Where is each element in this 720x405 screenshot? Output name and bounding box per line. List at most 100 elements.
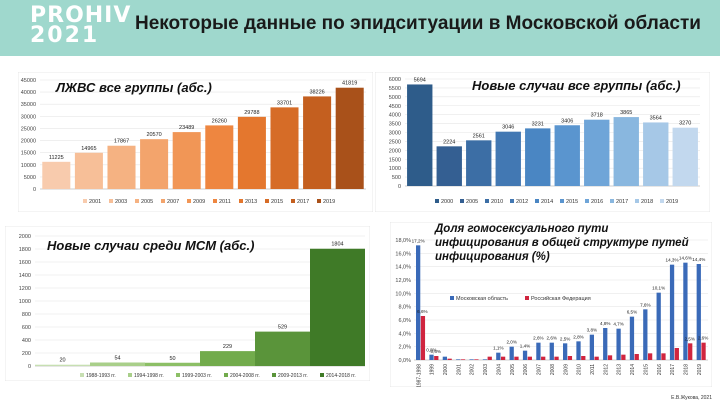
bar-mo-2006 — [522, 350, 528, 360]
legend-label: 1999-2003 гг. — [182, 373, 212, 379]
y-tick-label: 14,0% — [395, 265, 411, 271]
legend-label: 2007 — [167, 199, 179, 205]
y-tick-label: 10,0% — [395, 291, 411, 297]
data-label: 6,5% — [627, 310, 637, 315]
x-tick-label: 1999 — [430, 364, 436, 375]
bar-mo-2013 — [616, 328, 621, 360]
page-title: Некоторые данные по эпидситуации в Моско… — [135, 13, 701, 34]
bar-rf-2000 — [447, 358, 452, 360]
legend-label: 2009 — [193, 199, 205, 205]
data-label: 11225 — [49, 155, 64, 161]
y-tick-label: 600 — [22, 325, 31, 331]
y-tick-label: 0 — [398, 184, 401, 190]
legend-swatch — [239, 199, 243, 203]
bar-2014 — [525, 128, 551, 186]
data-label: 14965 — [81, 146, 96, 152]
data-label: 529 — [278, 325, 287, 331]
data-label: 0,8% — [426, 348, 436, 353]
x-tick-label: 2000 — [443, 364, 449, 375]
y-tick-label: 30000 — [21, 114, 36, 120]
y-tick-label: 3000 — [389, 131, 401, 137]
legend-swatch — [128, 373, 132, 377]
chart-new-cases: 0 500 1000 1500 2000 2500 3000 3500 4000 4500 5000… — [375, 72, 710, 212]
legend-swatch — [135, 199, 139, 203]
legend-swatch — [510, 199, 514, 203]
bar-rf-2011 — [594, 356, 599, 360]
bar-2016 — [584, 119, 610, 186]
bar-mo-2005 — [509, 346, 514, 360]
bar-rf-1999 — [434, 356, 439, 360]
y-tick-label: 45000 — [21, 78, 36, 84]
bar-2018 — [643, 122, 669, 186]
data-label: 14,6% — [679, 256, 692, 261]
bar-mo-2003 — [482, 359, 488, 360]
legend-swatch — [660, 199, 664, 203]
x-tick-label: 2009 — [563, 364, 569, 375]
data-label: 2,5% — [684, 336, 694, 341]
x-tick-label: 2013 — [617, 364, 623, 375]
data-label: 4,7% — [613, 322, 623, 327]
data-label: 17,2% — [412, 238, 425, 243]
bar-mo-2007 — [536, 342, 541, 360]
bar-rf-2015 — [647, 353, 653, 360]
y-tick-label: 6,0% — [398, 318, 411, 324]
bar-mo-1987-1998 — [416, 245, 421, 360]
bar-mo-2010 — [576, 341, 581, 360]
x-tick-label: 2008 — [550, 364, 556, 375]
legend-label: 2019 — [323, 199, 335, 205]
x-tick-label: 2016 — [657, 364, 663, 375]
legend-label: Московская область — [456, 296, 508, 302]
data-label: 38226 — [309, 89, 324, 95]
bar-1988-1993 гг. — [35, 364, 90, 366]
bar-rf-2004 — [500, 356, 506, 360]
chart-msm-share: 0,0% 2,0% 4,0% 6,0% 8,0% 10,0% 12,0% 14,0% 16,0%… — [390, 222, 712, 387]
data-label: 3406 — [561, 118, 573, 124]
bar-1994-1998 гг. — [90, 362, 145, 366]
data-label: 2224 — [443, 139, 455, 145]
data-label: 41819 — [342, 81, 357, 87]
data-label: 54 — [114, 355, 120, 361]
data-label: 0,6% — [431, 349, 441, 354]
bar-mo-2001 — [456, 359, 461, 360]
bar-rf-2006 — [527, 356, 532, 360]
bar-rf-2001 — [460, 359, 466, 360]
bar-rf-1987-1998 — [420, 316, 426, 360]
bar-mo-2004 — [496, 352, 501, 360]
y-tick-label: 8,0% — [398, 305, 411, 311]
bar-mo-2017 — [669, 264, 675, 360]
y-tick-label: 2000 — [19, 234, 31, 240]
data-label: 2,6% — [547, 336, 557, 341]
bar-mo-2012 — [603, 328, 608, 360]
y-tick-label: 4,0% — [398, 331, 411, 337]
y-tick-label: 12,0% — [395, 278, 411, 284]
y-tick-label: 0 — [28, 364, 31, 370]
y-tick-label: 18,0% — [395, 238, 411, 244]
data-label: 50 — [169, 356, 175, 362]
legend-label: 2016 — [591, 199, 603, 205]
legend-swatch — [161, 199, 165, 203]
x-tick-label: 2007 — [537, 364, 543, 375]
x-tick-label: 2011 — [590, 364, 596, 375]
logo-text-bottom: 2021 — [30, 23, 100, 48]
legend-swatch — [535, 199, 539, 203]
legend-swatch — [109, 199, 113, 203]
bar-2013 — [237, 116, 266, 189]
y-tick-label: 25000 — [21, 126, 36, 132]
legend-swatch — [176, 373, 180, 377]
legend-swatch — [435, 199, 439, 203]
bar-rf-2014 — [634, 354, 639, 360]
y-tick-label: 4000 — [389, 113, 401, 119]
data-label: 5694 — [414, 77, 426, 83]
y-tick-label: 5500 — [389, 86, 401, 92]
x-tick-label: 2015 — [643, 364, 649, 375]
y-tick-label: 5000 — [24, 175, 36, 181]
bar-2014-2018 гг. — [310, 248, 365, 366]
legend-swatch — [213, 199, 217, 203]
data-label: 1,1% — [493, 346, 503, 351]
y-tick-label: 1800 — [19, 247, 31, 253]
data-label: 3,8% — [587, 328, 597, 333]
legend-label: 2011 — [219, 199, 231, 205]
y-tick-label: 16,0% — [395, 251, 411, 257]
x-tick-label: 2002 — [470, 364, 476, 375]
data-label: 29788 — [244, 110, 259, 116]
